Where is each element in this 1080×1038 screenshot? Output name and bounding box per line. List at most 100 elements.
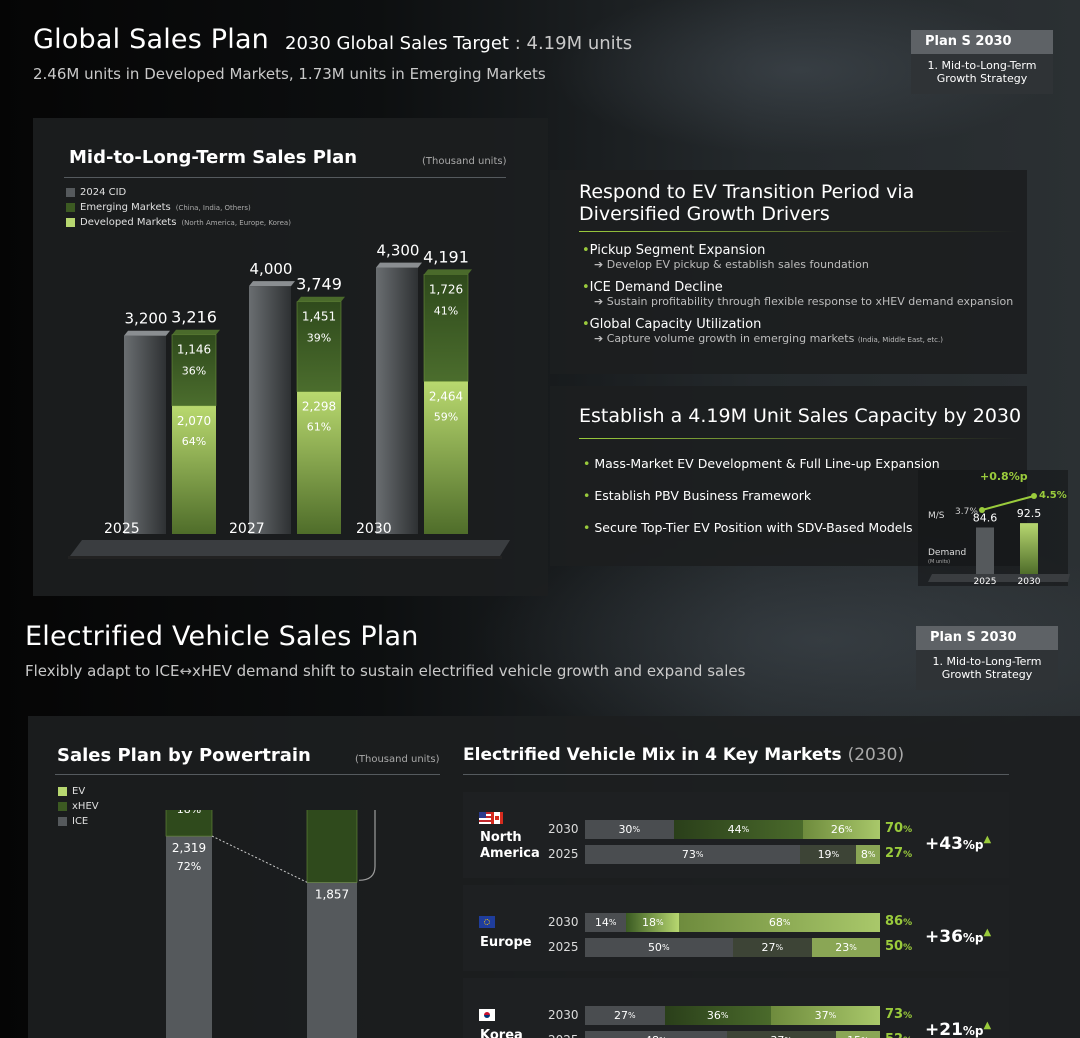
mix-segment-label: 37 xyxy=(770,1034,784,1038)
mix-segment-unit: % xyxy=(720,1011,729,1020)
mix-electrified-pct: 70% xyxy=(885,821,912,836)
mix-improvement: +43%p▲ xyxy=(925,834,991,854)
mix-electrified-pct: 52% xyxy=(885,1032,912,1038)
plan-badge-line1: 1. Mid-to-Long-Term xyxy=(927,59,1037,72)
mix-segment-ev: 37% xyxy=(770,1006,880,1025)
bar-emerging xyxy=(171,334,217,407)
mix-segment-ev: 26% xyxy=(803,820,880,839)
mix-improvement-unit: %p xyxy=(962,931,984,945)
mix-pct-value: 73 xyxy=(885,1007,904,1022)
legend-item-ice: ICE xyxy=(58,814,99,829)
mix-segment-unit: % xyxy=(775,943,784,952)
bar-developed xyxy=(172,405,216,534)
mix-segment-unit: % xyxy=(628,1011,636,1020)
bar-label-developed: 2,464 xyxy=(429,389,463,403)
mix-segment-unit: % xyxy=(659,1036,667,1038)
mix-segment-ice: 50% xyxy=(585,938,733,957)
mix-segment-unit: % xyxy=(784,1036,792,1038)
sales-plan-unit: (Thousand units) xyxy=(422,156,507,167)
mix-segment-ice: 73% xyxy=(585,845,801,864)
section-title-global-sales: Global Sales Plan xyxy=(33,24,269,55)
mix-segment-label: 27 xyxy=(761,941,776,954)
mix-segment-label: 50 xyxy=(647,941,662,954)
mini-bar xyxy=(976,527,994,574)
powertrain-bar-ice xyxy=(166,836,212,1038)
mix-segment-unit: % xyxy=(608,918,617,927)
legend-item-developed: Developed Markets (North America, Europe,… xyxy=(66,215,291,230)
mix-segment-label: 14 xyxy=(594,916,609,929)
market-name: America xyxy=(480,846,540,861)
bar-developed xyxy=(297,391,341,534)
ev-transition-title-line2: Diversified Growth Drivers xyxy=(579,203,830,225)
legend-item-emerging: Emerging Markets (China, India, Others) xyxy=(66,200,291,215)
ms-start: 3.7% xyxy=(955,507,978,517)
powertrain-rule xyxy=(55,774,440,775)
mix-chart: ICExHEVEVElectrified Vehicle Mix Improve… xyxy=(463,790,1009,1038)
bar-label-developed: 2,070 xyxy=(177,414,211,428)
powertrain-legend: EV xHEV ICE xyxy=(58,784,99,829)
plan-badge-title: Plan S 2030 xyxy=(911,30,1053,54)
mix-segment-unit: % xyxy=(828,1011,837,1020)
bar-share-developed: 59% xyxy=(434,410,458,423)
mix-segment-xhev: 18% xyxy=(626,913,680,932)
sales-plan-chart: 3,200 3,216 1,146 36% 2,070 64% 2025 4,0003,749… xyxy=(68,242,510,559)
bar-share-developed: 64% xyxy=(182,435,206,448)
capacity-bullet-ev: • Mass-Market EV Development & Full Line… xyxy=(583,456,940,471)
mix-segment-xhev: 37% xyxy=(726,1031,836,1038)
category-label: 2025 xyxy=(104,521,140,537)
bar-label-developed: 2,298 xyxy=(302,400,336,414)
bar-emerging-top xyxy=(424,269,472,275)
mix-electrified-pct: 73% xyxy=(885,1007,912,1022)
mix-segment-ice: 27% xyxy=(585,1006,665,1025)
mini-bar-label: 92.5 xyxy=(1017,507,1042,520)
mix-pct-value: 27 xyxy=(885,846,904,861)
bar-cid xyxy=(249,286,291,534)
legend-swatch-xhev xyxy=(58,802,67,811)
bar-total: 3,216 xyxy=(171,308,217,327)
ev-transition-rule xyxy=(579,231,1017,232)
ms-line xyxy=(981,495,1035,511)
bar-emerging xyxy=(296,301,342,392)
ev-transition-points: •Pickup Segment Expansion ➔ Develop EV p… xyxy=(582,243,1013,345)
bar-share-developed: 61% xyxy=(307,421,331,434)
category-label: 2030 xyxy=(356,521,392,537)
mini-bar xyxy=(1020,523,1038,574)
mix-segment-ev: 23% xyxy=(812,938,880,957)
flag-icon xyxy=(479,809,503,828)
ms-end: 4.5% xyxy=(1039,490,1067,501)
ms-delta: +0.8%p xyxy=(980,470,1028,483)
mix-segment-unit: % xyxy=(741,825,750,834)
mix-segment-unit: % xyxy=(656,918,664,927)
mix-pct-unit: % xyxy=(903,943,913,953)
bar-cid-top xyxy=(249,281,295,287)
legend-item-cid: 2024 CID xyxy=(66,185,291,200)
mix-segment-label: 23 xyxy=(835,941,850,954)
powertrain-share: 72% xyxy=(177,860,201,873)
point-sub-ice: ➔ Sustain profitability through flexible… xyxy=(594,295,1014,308)
bar-total: 3,749 xyxy=(296,275,342,294)
bar-label-cid: 4,000 xyxy=(250,260,293,278)
mix-segment-unit: % xyxy=(695,850,704,859)
ev-transition-panel xyxy=(550,170,1027,374)
mix-segment-label: 26 xyxy=(830,823,845,836)
mix-segment-unit: % xyxy=(849,943,857,952)
mix-improvement-unit: %p xyxy=(962,838,984,852)
plan-badge-line2: Growth Strategy xyxy=(936,72,1028,85)
mix-pct-value: 52 xyxy=(885,1032,903,1038)
mix-segment-xhev: 36% xyxy=(664,1006,771,1025)
mix-segment-unit: % xyxy=(844,825,853,834)
mix-segment-ice: 14% xyxy=(585,913,627,932)
powertrain-title: Sales Plan by Powertrain xyxy=(57,745,311,766)
point-head-capacity: •Global Capacity Utilization xyxy=(582,317,762,332)
legend-swatch-emerging xyxy=(66,203,75,212)
powertrain-bar-xhev xyxy=(306,810,358,883)
bar-share-emerging: 39% xyxy=(307,332,331,345)
legend-swatch-cid xyxy=(66,188,75,197)
capacity-title: Establish a 4.19M Unit Sales Capacity by… xyxy=(579,405,1022,427)
mini-category-label: 2025 xyxy=(974,577,997,586)
mix-segment-unit: % xyxy=(661,943,670,952)
point-head-ice: •ICE Demand Decline xyxy=(582,280,723,295)
chart-floor-edge xyxy=(68,556,502,559)
point-head-pickup: •Pickup Segment Expansion xyxy=(582,243,766,258)
ev-transition-title-line1: Respond to EV Transition Period via xyxy=(579,181,915,203)
